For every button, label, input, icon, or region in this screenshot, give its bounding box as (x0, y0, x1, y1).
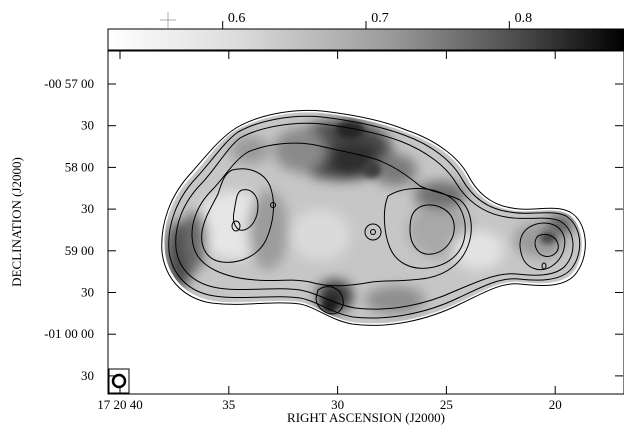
y-tick-label: 30 (81, 285, 94, 300)
x-axis-ticks: 17 20 40 35 30 25 20 (97, 51, 562, 412)
beam-marker (108, 368, 130, 394)
y-tick-label: 30 (81, 368, 94, 383)
y-tick-label: 58 00 (65, 159, 94, 174)
y-tick-label: 59 00 (65, 243, 94, 258)
colorbar-tick-label: 0.7 (371, 11, 389, 26)
y-tick-label: 30 (81, 201, 94, 216)
colorbar-gradient (107, 28, 624, 51)
y-axis-label: DECLINATION (J2000) (9, 157, 24, 287)
colorbar-tick-label: 0.8 (515, 11, 533, 26)
y-tick-label: 30 (81, 118, 94, 133)
contour-lines (161, 109, 586, 326)
x-tick-label: 30 (331, 397, 344, 412)
x-tick-label: 35 (222, 397, 235, 412)
y-axis-ticks: -00 57 00 30 58 00 30 59 00 30 -01 00 00 30 (44, 76, 623, 383)
x-axis-label: RIGHT ASCENSION (J2000) (287, 410, 445, 425)
x-tick-label: 25 (440, 397, 453, 412)
x-tick-label: 20 (549, 397, 562, 412)
colorbar-cross-marker (160, 12, 176, 28)
colorbar-ticks: 0.6 0.7 0.8 (222, 11, 533, 29)
y-tick-label: -01 00 00 (44, 326, 94, 341)
y-tick-label: -00 57 00 (44, 76, 94, 91)
x-tick-label: 17 20 40 (97, 397, 143, 412)
colorbar-tick-label: 0.6 (228, 11, 246, 26)
colorbar: 0.6 0.7 0.8 (107, 11, 624, 51)
